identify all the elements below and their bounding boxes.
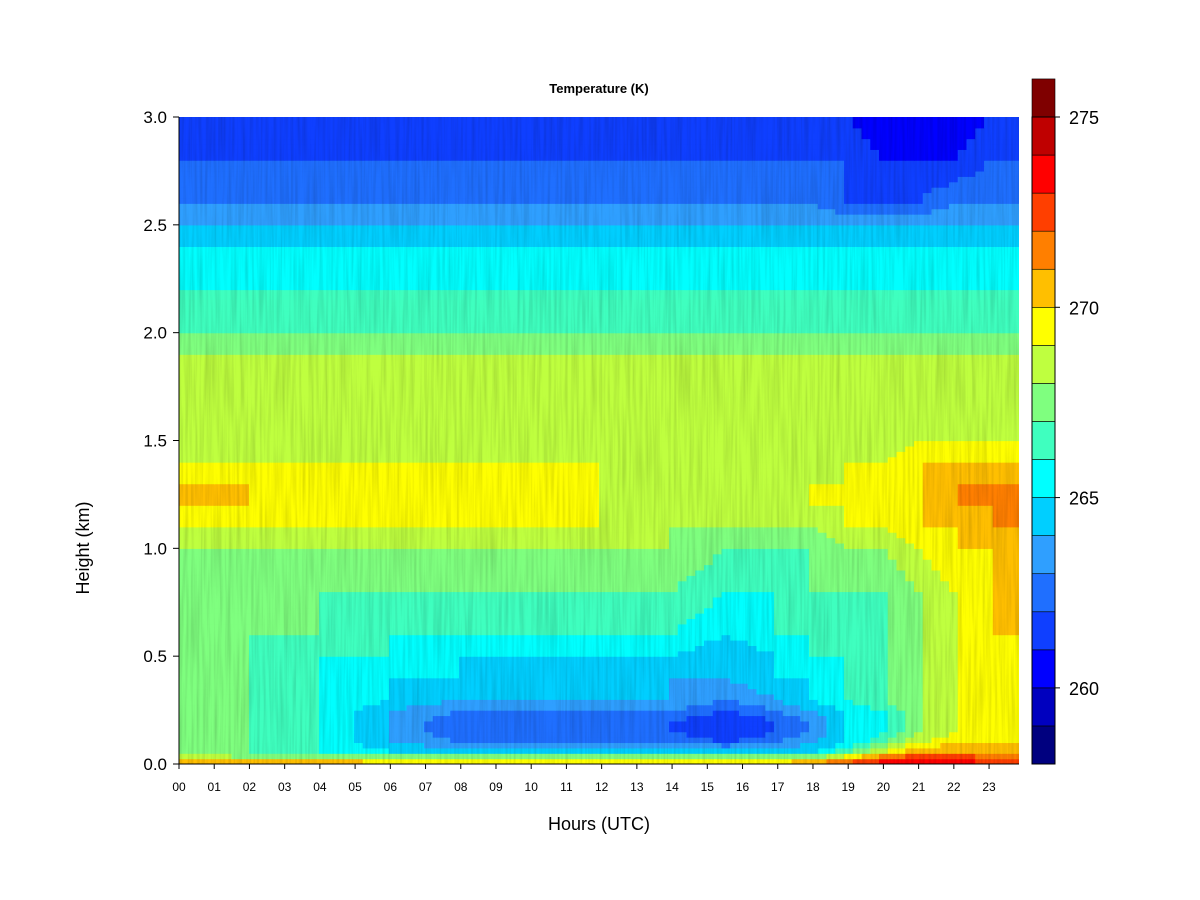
chart-title: Temperature (K) bbox=[549, 81, 648, 96]
heatmap-plot-area bbox=[179, 117, 1019, 764]
